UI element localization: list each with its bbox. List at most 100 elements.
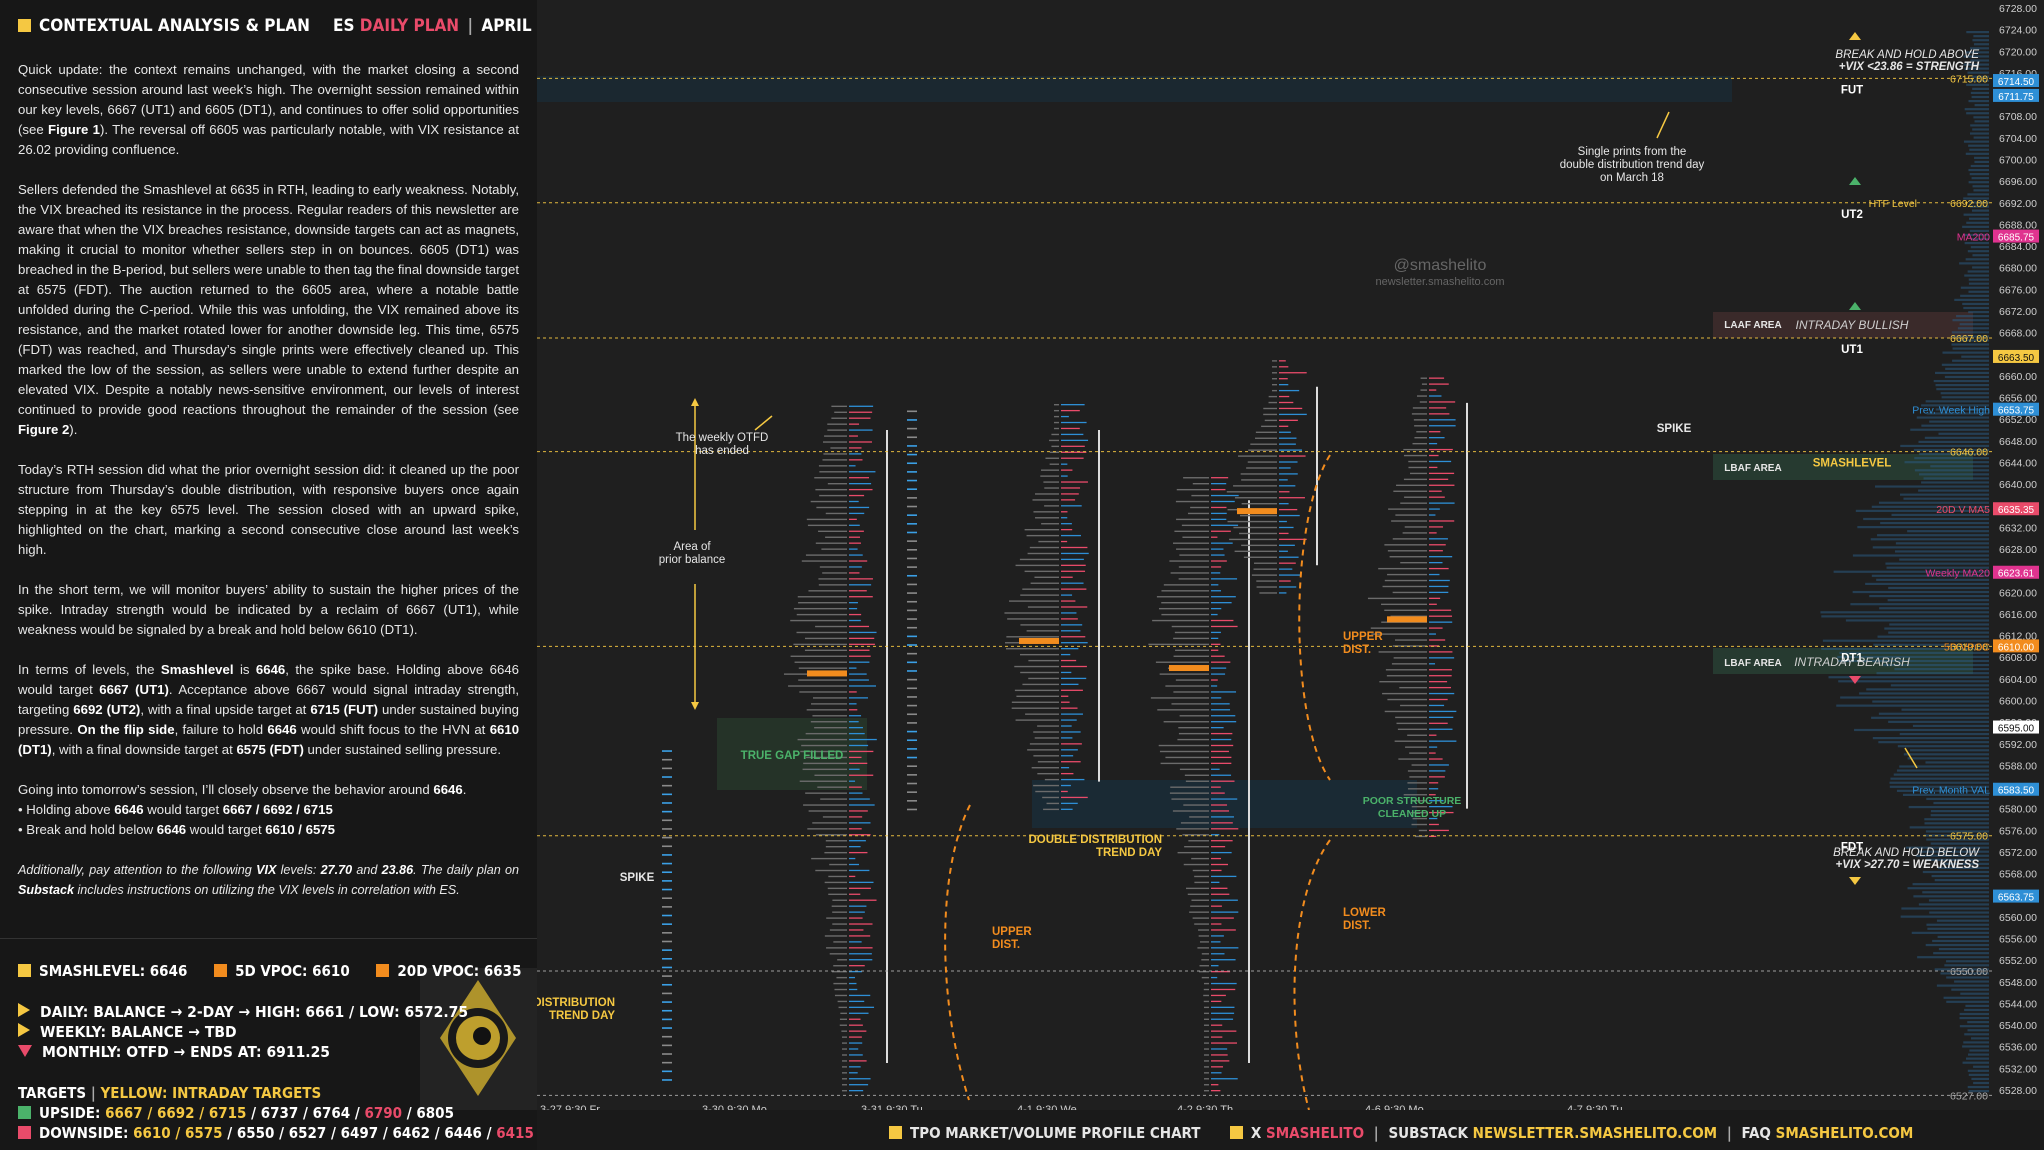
lbaf-label-2: LBAF AREA: [1724, 658, 1781, 669]
tpo-profile-bar: [1163, 721, 1209, 723]
daily-stat: DAILY: BALANCE → 2-DAY → HIGH: 6661 / LO…: [18, 1003, 468, 1021]
volume-bar: [1970, 91, 1989, 95]
volume-row-bar: [1429, 544, 1446, 546]
tpo-profile-bar: [1178, 732, 1209, 735]
y-tick-label: 6724.00: [1999, 25, 2037, 37]
volume-row-bar: [1279, 407, 1303, 410]
tpo-letter-column: [662, 784, 672, 787]
tpo-profile-bar: [1370, 627, 1427, 629]
volume-bar: [1937, 935, 1989, 939]
tpo-profile-bar: [1035, 517, 1059, 519]
volume-row-bar: [849, 982, 857, 985]
volume-row-bar: [1061, 445, 1085, 447]
tpo-profile-bar: [1414, 425, 1427, 427]
volume-row-bar: [849, 881, 874, 884]
tpo-profile-bar: [842, 1084, 847, 1086]
volume-row-bar: [849, 542, 861, 544]
tpo-profile-bar: [1177, 851, 1209, 854]
volume-bar: [1888, 586, 1989, 590]
volume-bar: [1878, 741, 1989, 744]
volume-row-bar: [1429, 663, 1436, 665]
tpo-profile-bar: [1384, 544, 1427, 546]
volume-row-bar: [849, 673, 867, 675]
volume-bar: [1969, 148, 1989, 151]
price-tag-value: 6610.00: [1998, 642, 2035, 653]
tpo-profile-bar: [1410, 472, 1427, 475]
tpo-profile-bar: [1020, 653, 1059, 656]
y-tick-label: 6576.00: [1999, 825, 2037, 837]
tpo-profile-bar: [1259, 592, 1277, 594]
volume-row-bar: [849, 453, 862, 455]
tpo-profile-bar: [1183, 804, 1209, 806]
volume-row-bar: [1211, 631, 1221, 634]
volume-row-bar: [1211, 1018, 1234, 1020]
tpo-profile-bar: [1394, 740, 1427, 742]
volume-row-bar: [1429, 431, 1441, 433]
volume-row-bar: [1429, 734, 1437, 736]
volume-bar: [1918, 903, 1989, 906]
volume-row-bar: [1279, 479, 1288, 481]
volume-row-bar: [1211, 947, 1239, 949]
tpo-letter-column: [907, 626, 917, 629]
tpo-profile-bar: [829, 863, 847, 866]
price-tag-value: 6685.75: [1998, 233, 2035, 244]
tpo-profile-bar: [839, 1018, 847, 1020]
volume-row-bar: [1279, 389, 1300, 392]
volume-bar: [1972, 75, 1989, 78]
volume-row-bar: [1211, 798, 1238, 800]
tpo-profile-bar: [1416, 395, 1427, 397]
volume-row-bar: [1211, 602, 1232, 604]
tpo-profile-bar: [1022, 683, 1059, 686]
tpo-profile-bar: [1174, 530, 1209, 533]
volume-row-bar: [1211, 1000, 1222, 1003]
tpo-profile-bar: [1203, 994, 1209, 997]
tpo-profile-bar: [1033, 784, 1059, 787]
tpo-profile-bar: [827, 423, 847, 425]
tpo-profile-bar: [1412, 817, 1427, 820]
tpo-letter-column: [662, 966, 672, 969]
tpo-profile-bar: [1197, 947, 1209, 949]
tpo-profile-bar: [1044, 505, 1059, 507]
tpo-profile-bar: [1191, 494, 1209, 497]
y-tick-label: 6640.00: [1999, 479, 2037, 491]
tpo-profile-bar: [1396, 484, 1427, 487]
x-handle-link[interactable]: SMASHELITO: [1265, 1124, 1365, 1142]
y-tick-label: 6532.00: [1999, 1063, 2037, 1075]
volume-bar: [1912, 724, 1989, 728]
faq-link[interactable]: SMASHELITO.COM: [1775, 1124, 1914, 1142]
volume-row-bar: [1211, 560, 1227, 562]
volume-bar: [1959, 1025, 1989, 1028]
volume-bar: [1934, 879, 1989, 882]
tpo-profile-bar: [1183, 477, 1209, 479]
chart-background: [537, 0, 2044, 1110]
volume-bar: [1971, 209, 1989, 212]
volume-row-bar: [1279, 592, 1287, 594]
volume-row-bar: [1061, 683, 1079, 686]
volume-row-bar: [1061, 808, 1073, 810]
substack-link[interactable]: NEWSLETTER.SMASHELITO.COM: [1472, 1124, 1718, 1142]
volume-bar: [1839, 651, 1989, 654]
tpo-profile-bar: [831, 405, 847, 408]
tpo-volume-profile-chart[interactable]: 6715.00 FUT 6692.00 UT2 6667.00 UT1 6646.00 SMA…: [537, 0, 2044, 1110]
tpo-profile-bar: [1037, 772, 1059, 775]
dd-label-line2: TREND DAY: [549, 1010, 615, 1022]
volume-row-bar: [849, 941, 862, 943]
tpo-profile-bar: [1019, 558, 1059, 561]
volume-bar: [1952, 347, 1989, 350]
dd-label-line1: DOUBLE DISTRIBUTION: [537, 997, 615, 1009]
volume-bar: [1914, 457, 1989, 460]
volume-row-bar: [849, 929, 864, 931]
tpo-profile-bar: [1171, 625, 1209, 628]
gap-filled-box: [717, 718, 867, 790]
volume-bar: [1967, 71, 1989, 74]
tpo-profile-bar: [824, 935, 847, 937]
volume-row-bar: [849, 649, 870, 651]
tpo-profile-bar: [804, 637, 847, 640]
volume-bar: [1973, 43, 1989, 46]
tpo-profile-bar: [1387, 698, 1427, 701]
volume-row-bar: [1211, 697, 1222, 699]
volume-row-bar: [849, 506, 870, 509]
tpo-profile-bar: [1187, 512, 1209, 515]
tpo-profile-bar: [1054, 415, 1059, 418]
volume-bar: [1869, 594, 1989, 598]
